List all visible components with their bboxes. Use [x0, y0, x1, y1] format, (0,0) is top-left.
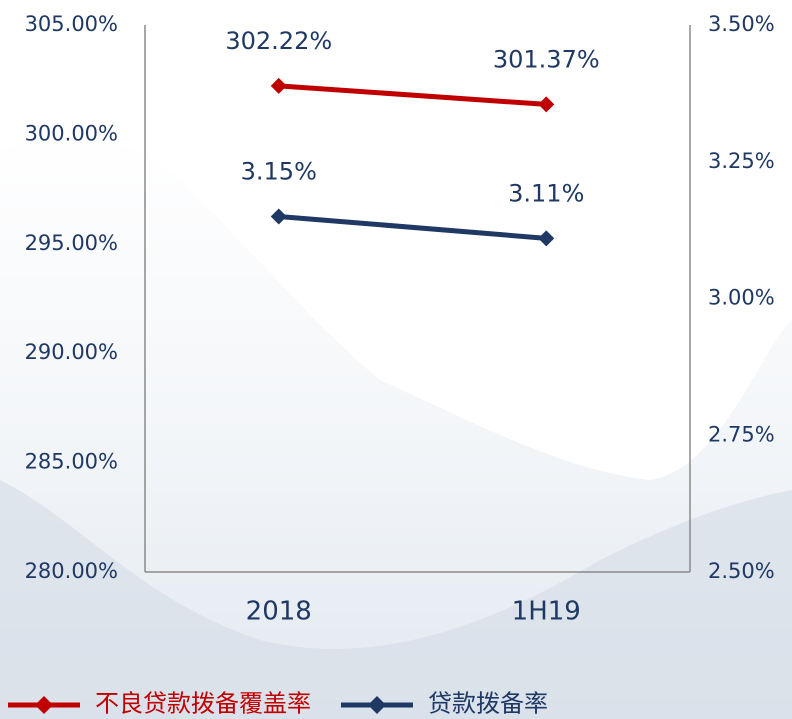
- legend-label: 不良贷款拨备覆盖率: [95, 690, 311, 718]
- legend-marker: [368, 696, 386, 714]
- series-line: [278, 213, 547, 241]
- x-tick-label: 2018: [246, 597, 312, 627]
- y2-tick-label: 3.50%: [708, 12, 775, 36]
- data-label: 301.37%: [493, 45, 600, 73]
- y-tick-label: 290.00%: [25, 340, 118, 364]
- point-marker: [538, 96, 555, 113]
- legend-label: 贷款拨备率: [428, 690, 548, 718]
- y-tick-label: 285.00%: [25, 450, 118, 474]
- y-tick-label: 305.00%: [25, 12, 118, 36]
- mountain-foreground: [0, 480, 792, 719]
- legend-marker: [35, 696, 53, 714]
- series-line: [278, 83, 547, 107]
- point-marker: [538, 230, 555, 247]
- data-label: 3.11%: [508, 179, 584, 207]
- x-tick-label: 1H19: [512, 597, 581, 627]
- y-tick-label: 295.00%: [25, 231, 118, 255]
- y-tick-label: 280.00%: [25, 559, 118, 583]
- data-label: 302.22%: [225, 27, 332, 55]
- point-marker: [270, 77, 287, 94]
- y-tick-label: 300.00%: [25, 121, 118, 145]
- data-label: 3.15%: [241, 157, 317, 185]
- y2-tick-label: 3.00%: [708, 286, 775, 310]
- point-marker: [270, 208, 287, 225]
- y2-tick-label: 2.75%: [708, 422, 775, 446]
- y2-tick-label: 2.50%: [708, 559, 775, 583]
- y2-tick-label: 3.25%: [708, 149, 775, 173]
